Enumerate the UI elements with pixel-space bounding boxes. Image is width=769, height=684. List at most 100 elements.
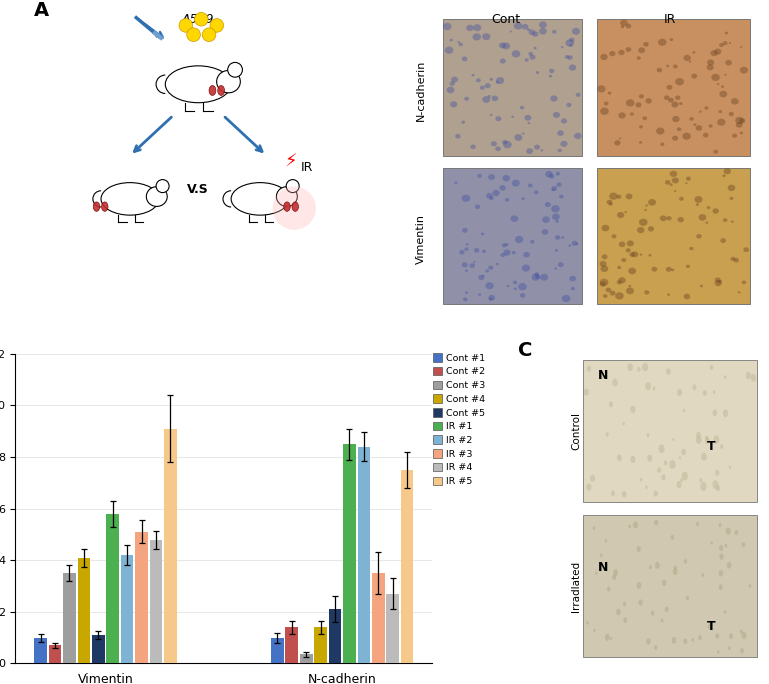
Circle shape <box>607 587 611 592</box>
Circle shape <box>616 609 621 615</box>
Circle shape <box>605 432 609 437</box>
Circle shape <box>740 629 743 634</box>
Circle shape <box>696 522 699 526</box>
Circle shape <box>640 477 642 482</box>
Circle shape <box>682 133 691 140</box>
Circle shape <box>561 141 568 147</box>
Circle shape <box>515 236 524 243</box>
Circle shape <box>526 148 533 154</box>
Circle shape <box>455 134 461 139</box>
Circle shape <box>681 472 688 480</box>
Circle shape <box>710 365 714 370</box>
Circle shape <box>600 107 609 115</box>
Circle shape <box>708 124 713 128</box>
Text: IR: IR <box>301 161 313 174</box>
Bar <box>135 532 148 663</box>
Circle shape <box>718 110 722 113</box>
Circle shape <box>740 648 744 653</box>
Circle shape <box>621 25 624 28</box>
Circle shape <box>618 266 621 269</box>
Circle shape <box>485 269 489 272</box>
Circle shape <box>648 254 651 256</box>
Circle shape <box>715 278 721 282</box>
Circle shape <box>713 209 719 213</box>
Circle shape <box>604 101 608 105</box>
Circle shape <box>672 135 678 141</box>
Circle shape <box>511 50 521 57</box>
Ellipse shape <box>146 187 167 207</box>
Circle shape <box>609 192 618 200</box>
Circle shape <box>649 565 652 569</box>
Text: IR: IR <box>664 13 676 26</box>
Circle shape <box>675 95 681 100</box>
Circle shape <box>657 68 662 73</box>
Circle shape <box>642 116 647 120</box>
Circle shape <box>549 68 554 73</box>
Bar <box>583 515 757 657</box>
Circle shape <box>749 584 751 588</box>
Circle shape <box>202 28 216 42</box>
Circle shape <box>565 55 569 59</box>
Circle shape <box>667 216 671 220</box>
Ellipse shape <box>209 86 216 96</box>
Circle shape <box>464 96 469 101</box>
Circle shape <box>661 474 666 480</box>
Circle shape <box>664 460 667 466</box>
Circle shape <box>459 250 464 254</box>
Circle shape <box>630 406 635 413</box>
Circle shape <box>672 438 674 441</box>
Circle shape <box>654 645 657 650</box>
Circle shape <box>628 285 631 287</box>
Circle shape <box>609 51 615 56</box>
Circle shape <box>610 637 612 640</box>
Circle shape <box>617 454 622 461</box>
Circle shape <box>561 236 564 239</box>
Circle shape <box>511 116 514 118</box>
Circle shape <box>609 202 613 206</box>
Circle shape <box>521 265 530 272</box>
Circle shape <box>451 77 458 83</box>
Circle shape <box>677 127 681 131</box>
Circle shape <box>534 190 538 194</box>
Circle shape <box>635 103 641 107</box>
Circle shape <box>574 133 581 139</box>
Circle shape <box>488 265 493 269</box>
Circle shape <box>606 287 611 292</box>
Circle shape <box>532 31 538 37</box>
Circle shape <box>667 293 670 296</box>
Circle shape <box>626 248 631 252</box>
Circle shape <box>466 243 468 246</box>
Circle shape <box>645 98 652 103</box>
Circle shape <box>741 542 745 547</box>
Circle shape <box>520 106 524 109</box>
Circle shape <box>604 634 610 641</box>
Text: N: N <box>598 562 608 575</box>
Circle shape <box>715 633 719 639</box>
Circle shape <box>187 28 201 42</box>
Circle shape <box>717 650 720 653</box>
Circle shape <box>694 196 703 203</box>
Circle shape <box>620 20 628 26</box>
Circle shape <box>666 64 669 67</box>
Circle shape <box>558 262 564 267</box>
Circle shape <box>617 195 621 199</box>
Circle shape <box>482 33 491 40</box>
Circle shape <box>724 376 727 379</box>
Circle shape <box>569 44 572 47</box>
Circle shape <box>569 276 576 282</box>
Circle shape <box>631 456 635 463</box>
Circle shape <box>528 122 530 124</box>
Circle shape <box>545 171 553 177</box>
Bar <box>401 470 414 663</box>
Circle shape <box>443 23 451 30</box>
Circle shape <box>671 535 674 540</box>
Circle shape <box>609 402 613 408</box>
Circle shape <box>617 280 622 285</box>
Circle shape <box>633 521 638 529</box>
Circle shape <box>454 181 458 184</box>
Circle shape <box>728 646 731 650</box>
Circle shape <box>512 251 516 254</box>
Circle shape <box>626 287 634 294</box>
Circle shape <box>617 212 624 218</box>
Circle shape <box>684 559 687 564</box>
